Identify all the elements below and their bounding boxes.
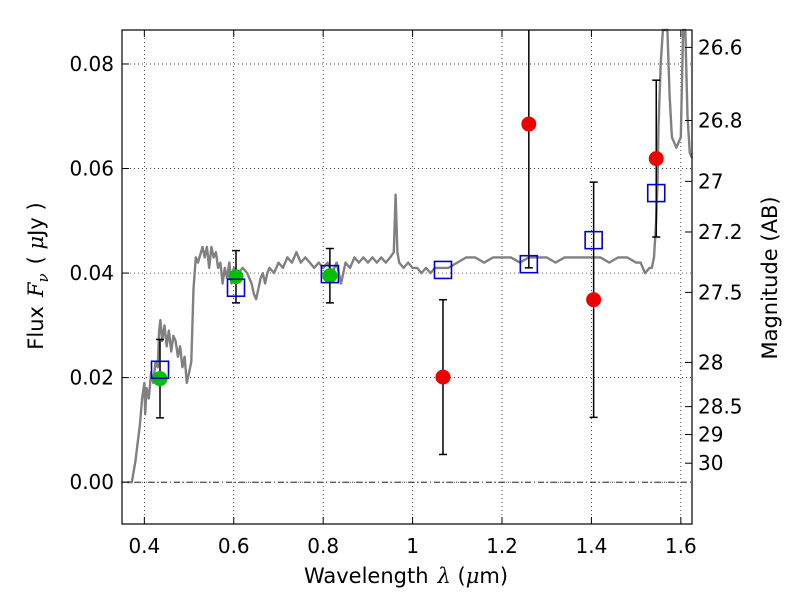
photometry-point-red [648,151,664,167]
model-flux-square [646,183,666,203]
x-axis-label-unit-rest: m) [479,564,508,588]
plot-frame [121,29,693,525]
magnitude-tick-label: 27.2 [698,220,743,244]
photometry-point-green [322,268,338,284]
grid-layer [122,30,692,524]
model-flux-square [433,260,453,280]
magnitude-tick-label: 29 [698,423,723,447]
y-axis-label-unit-open: ( [24,249,48,264]
magnitude-axis-label: Magnitude (AB) [758,196,782,359]
y-tick-label: 0.02 [69,366,114,390]
x-tick-label: 1.6 [665,534,697,558]
y-tick-label: 0.00 [69,470,114,494]
x-axis-label-unit-mu: μ [466,564,480,588]
photometry-point-red [521,116,537,132]
y-axis-label-prefix: Flux [24,306,48,350]
magnitude-tick-label: 27 [698,169,723,193]
y-axis-label-unit-mu: μ [24,236,48,250]
model-flux-square [584,230,603,250]
x-tick-label: 1.2 [486,534,518,558]
magnitude-tick-label: 28.5 [698,395,743,419]
y-tick-label: 0.08 [69,52,114,76]
y-tick-label: 0.06 [69,157,114,181]
photometry-point-red [586,292,602,308]
y-axis-label: Flux Fν ( μJy ) [24,202,52,349]
x-axis-label-unit-open: ( [451,564,466,588]
magnitude-tick-label: 28 [698,350,723,374]
x-axis-label-prefix: Wavelength [304,564,429,588]
model-flux-square [519,254,539,274]
y-axis-label-sub: ν [34,273,52,282]
x-tick-label: 0.6 [218,534,250,558]
x-axis-label: Wavelength λ (μm) [304,564,508,588]
ticks-layer: 0.4 0.6 0.8 1 1.2 1.4 1.6 0.00 0.02 0.04 0.06 0.08 2… [69,30,743,558]
x-tick-label: 0.8 [307,534,339,558]
y-tick-label: 0.04 [69,261,114,285]
model-flux-square [150,360,170,380]
x-axis-label-symbol: λ [437,564,451,588]
photometry-point-red [435,369,451,385]
model-spectrum-line [127,28,694,484]
model-flux-square [320,264,340,284]
magnitude-tick-label: 26.6 [698,35,743,59]
model-flux-square [226,278,246,298]
x-tick-label: 1.4 [576,534,608,558]
y-axis-label-unit-rest: Jy ) [24,202,48,238]
magnitude-tick-label: 30 [698,451,723,475]
x-tick-label: 1 [406,534,419,558]
magnitude-tick-label: 27.5 [698,280,743,304]
magnitude-tick-label: 26.8 [698,109,743,133]
y-axis-label-symbol: F [24,281,48,298]
photometry-point-green [228,269,244,285]
data-layer [127,28,694,484]
x-tick-label: 0.4 [128,534,160,558]
